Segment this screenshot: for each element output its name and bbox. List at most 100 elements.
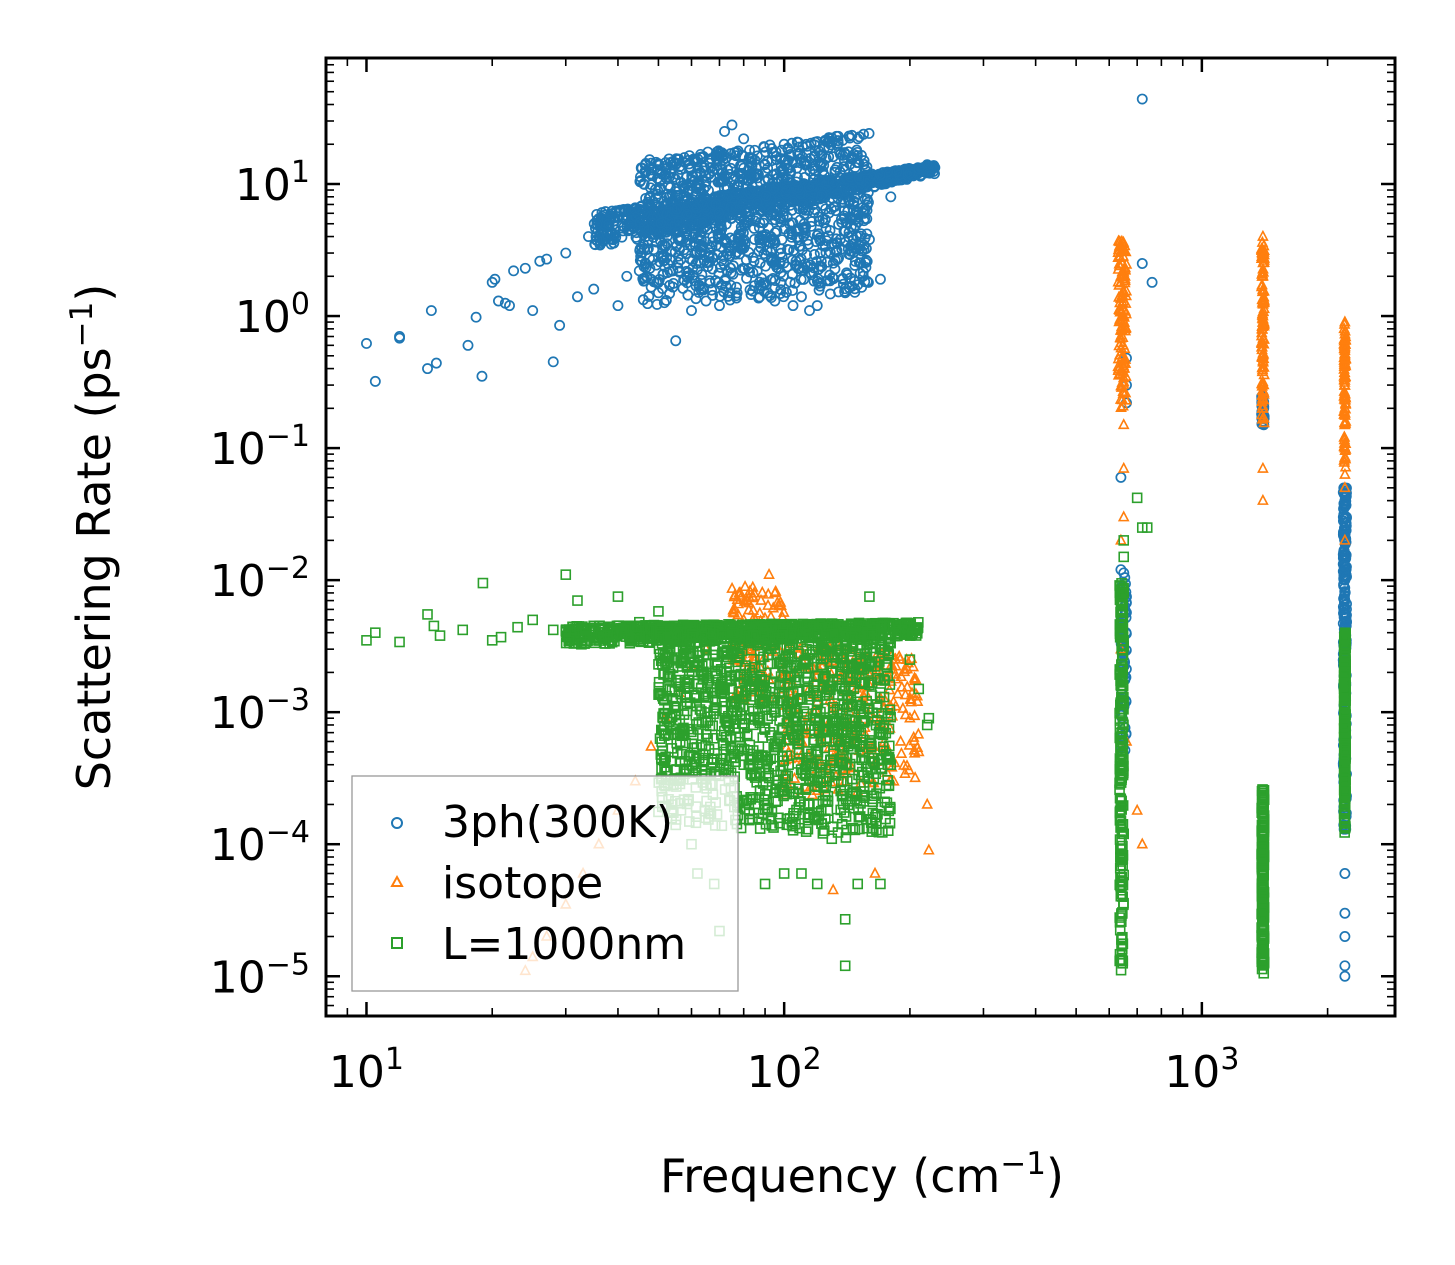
data-point-l-1000nm [803, 720, 814, 731]
data-point-3ph-300k- [834, 149, 846, 160]
data-point-isotope [1257, 385, 1270, 397]
data-point-3ph-300k- [618, 213, 630, 224]
data-point-3ph-300k- [803, 197, 815, 209]
data-point-3ph-300k- [743, 162, 755, 174]
data-point-l-1000nm [768, 677, 779, 689]
data-point-3ph-300k- [823, 151, 835, 163]
data-point-l-1000nm [632, 630, 643, 642]
data-point-l-1000nm [678, 709, 690, 720]
data-point-3ph-300k- [853, 173, 865, 185]
data-point-3ph-300k- [861, 255, 873, 267]
data-point-3ph-300k- [784, 149, 796, 160]
data-point-3ph-300k- [489, 273, 501, 285]
data-point-3ph-300k- [560, 247, 572, 259]
data-point-3ph-300k- [746, 157, 758, 169]
data-point-isotope [777, 605, 790, 617]
data-point-3ph-300k- [674, 161, 686, 173]
data-point-isotope [907, 660, 920, 672]
data-point-l-1000nm [681, 691, 693, 703]
data-point-3ph-300k- [612, 300, 624, 312]
data-point-l-1000nm [766, 820, 778, 831]
data-point-3ph-300k- [921, 159, 933, 171]
data-point-3ph-300k- [777, 270, 789, 282]
data-point-3ph-300k- [695, 192, 707, 204]
data-point-l-1000nm [590, 635, 601, 646]
data-point-3ph-300k- [745, 184, 757, 196]
data-point-3ph-300k- [816, 189, 828, 201]
data-point-isotope [1116, 244, 1128, 256]
data-point-3ph-300k- [1339, 594, 1351, 606]
data-point-3ph-300k- [792, 182, 804, 194]
data-point-3ph-300k- [652, 158, 664, 170]
data-point-l-1000nm [817, 828, 829, 839]
data-point-3ph-300k- [739, 263, 750, 275]
data-point-3ph-300k- [833, 286, 845, 298]
data-point-isotope [1257, 401, 1269, 413]
data-point-3ph-300k- [861, 275, 873, 287]
data-point-isotope [1117, 461, 1130, 473]
data-point-3ph-300k- [752, 185, 764, 197]
data-point-isotope [901, 759, 913, 771]
data-point-3ph-300k- [823, 137, 835, 148]
data-point-3ph-300k- [808, 249, 820, 260]
data-point-3ph-300k- [806, 195, 818, 207]
data-point-isotope [747, 603, 760, 615]
data-point-3ph-300k- [656, 239, 668, 251]
data-point-3ph-300k- [838, 210, 850, 222]
data-point-l-1000nm [602, 630, 614, 642]
data-point-3ph-300k- [829, 200, 841, 212]
data-point-3ph-300k- [707, 252, 718, 264]
data-point-3ph-300k- [776, 234, 788, 246]
data-point-3ph-300k- [755, 279, 767, 291]
data-point-3ph-300k- [771, 262, 783, 273]
data-point-3ph-300k- [851, 157, 863, 168]
data-point-3ph-300k- [651, 298, 663, 310]
data-point-3ph-300k- [1339, 970, 1351, 982]
data-point-isotope [1113, 257, 1126, 269]
data-point-3ph-300k- [713, 150, 724, 162]
data-point-3ph-300k- [728, 157, 740, 169]
data-point-isotope [1339, 396, 1352, 408]
data-point-3ph-300k- [818, 159, 830, 171]
data-point-isotope [1339, 467, 1351, 479]
data-point-3ph-300k- [606, 205, 618, 217]
data-point-isotope [909, 771, 921, 783]
data-point-3ph-300k- [786, 137, 798, 149]
data-point-isotope [1136, 837, 1149, 849]
data-point-3ph-300k- [747, 252, 759, 263]
data-point-3ph-300k- [815, 176, 827, 188]
data-point-isotope [1115, 336, 1127, 348]
data-point-3ph-300k- [812, 228, 824, 240]
data-point-isotope [1256, 399, 1269, 411]
data-point-isotope [755, 593, 767, 605]
data-point-l-1000nm [899, 629, 911, 640]
data-point-3ph-300k- [369, 375, 381, 387]
data-point-3ph-300k- [661, 226, 673, 238]
data-point-l-1000nm [864, 735, 875, 746]
data-point-3ph-300k- [695, 241, 707, 253]
data-point-3ph-300k- [638, 272, 650, 284]
data-point-isotope [905, 692, 917, 704]
data-point-3ph-300k- [741, 272, 753, 284]
data-point-3ph-300k- [654, 165, 666, 177]
data-point-3ph-300k- [765, 274, 777, 286]
data-point-isotope [738, 594, 751, 606]
data-point-isotope [1255, 408, 1268, 420]
data-point-3ph-300k- [863, 127, 875, 139]
data-point-isotope [869, 866, 881, 878]
data-point-isotope [901, 680, 914, 692]
data-point-isotope [1338, 386, 1351, 398]
data-point-3ph-300k- [635, 225, 646, 237]
data-point-3ph-300k- [642, 198, 654, 210]
data-point-3ph-300k- [685, 180, 697, 191]
data-point-3ph-300k- [534, 255, 546, 267]
data-point-3ph-300k- [655, 217, 667, 229]
data-point-3ph-300k- [658, 297, 670, 309]
data-point-3ph-300k- [739, 220, 751, 232]
data-point-isotope [1117, 386, 1130, 398]
data-point-isotope [912, 727, 925, 739]
data-point-3ph-300k- [657, 207, 669, 219]
data-point-3ph-300k- [850, 220, 861, 231]
data-point-l-1000nm [884, 704, 896, 716]
data-point-3ph-300k- [700, 295, 712, 307]
